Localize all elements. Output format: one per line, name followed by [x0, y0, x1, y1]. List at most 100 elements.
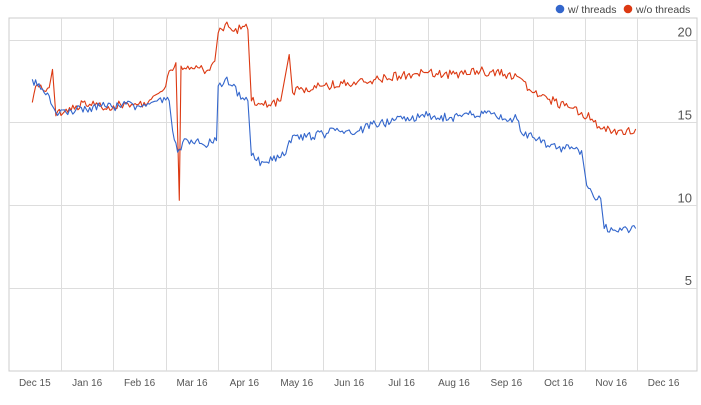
x-tick-label: Jul 16: [388, 378, 415, 389]
data-point: [177, 152, 178, 153]
series-line: [31, 21, 637, 201]
data-point: [211, 142, 212, 143]
data-point: [626, 228, 627, 229]
chart-legend[interactable]: w/ threads w/o threads: [555, 4, 691, 16]
data-point: [189, 69, 190, 70]
data-point: [233, 31, 234, 32]
data-point: [218, 85, 219, 86]
data-point: [172, 130, 173, 131]
legend-swatch: [623, 4, 633, 14]
data-point: [322, 133, 323, 134]
data-point: [163, 97, 164, 98]
x-tick-label: Dec 16: [648, 378, 680, 389]
data-point: [214, 61, 215, 62]
data-point: [473, 114, 474, 115]
data-point: [225, 24, 226, 25]
data-point: [182, 142, 183, 143]
legend-swatch: [555, 4, 565, 14]
data-point: [89, 107, 90, 108]
legend-label: w/ threads: [567, 4, 616, 16]
data-point: [593, 196, 594, 197]
x-tick-label: Sep 16: [491, 378, 523, 389]
data-point: [564, 105, 565, 106]
legend-item-w-threads[interactable]: w/ threads: [555, 4, 617, 16]
x-tick-label: Jan 16: [72, 378, 102, 389]
data-point: [295, 135, 296, 136]
data-point: [532, 137, 533, 138]
x-tick-label: Nov 16: [595, 378, 627, 389]
data-point: [197, 67, 198, 68]
data-point: [260, 104, 261, 105]
series-w-threads: [31, 76, 637, 234]
data-point: [242, 26, 243, 27]
data-point: [399, 75, 400, 76]
data-point: [151, 99, 152, 100]
data-point: [347, 82, 348, 83]
data-point: [280, 157, 281, 158]
data-point: [233, 84, 234, 85]
data-point: [138, 105, 139, 106]
data-point: [280, 100, 281, 101]
data-point: [44, 92, 45, 93]
data-point: [375, 79, 376, 80]
data-point: [289, 54, 290, 55]
data-point: [251, 100, 252, 101]
plot-frame: [8, 17, 698, 372]
data-point: [302, 89, 303, 90]
data-point: [338, 130, 339, 131]
data-point: [270, 105, 271, 106]
data-point: [522, 133, 523, 134]
x-tick-label: Apr 16: [230, 378, 260, 389]
x-tick-label: Feb 16: [124, 378, 156, 389]
data-point: [495, 115, 496, 116]
data-point: [322, 85, 323, 86]
data-point: [390, 122, 391, 123]
data-point: [206, 70, 207, 71]
data-point: [564, 148, 565, 149]
data-point: [101, 105, 102, 106]
legend-item-wo-threads[interactable]: w/o threads: [623, 4, 691, 16]
series-line: [31, 76, 637, 234]
data-point: [169, 100, 170, 101]
data-point: [427, 115, 428, 116]
data-point: [225, 79, 226, 80]
series-wo-threads: [31, 21, 637, 201]
data-point: [480, 70, 481, 71]
data-point: [407, 117, 408, 118]
data-point: [504, 74, 505, 75]
data-point: [581, 112, 582, 113]
data-point: [55, 115, 56, 116]
data-point: [618, 130, 619, 131]
data-point: [635, 128, 636, 129]
data-point: [76, 105, 77, 106]
x-tick-label: Oct 16: [544, 378, 574, 389]
data-point: [586, 185, 587, 186]
data-point: [600, 198, 601, 199]
data-point: [547, 145, 548, 146]
data-point: [247, 100, 248, 101]
data-point: [306, 137, 307, 138]
data-point: [32, 102, 33, 103]
data-point: [49, 95, 50, 96]
chart-grid: [8, 17, 698, 372]
x-tick-label: May 16: [280, 378, 313, 389]
data-point: [451, 74, 452, 75]
data-point: [66, 112, 67, 113]
data-point: [52, 69, 53, 70]
data-point: [66, 109, 67, 110]
data-point: [125, 104, 126, 105]
data-point: [256, 160, 257, 161]
x-tick-label: Jun 16: [334, 378, 364, 389]
data-point: [600, 128, 601, 129]
data-point: [218, 32, 219, 33]
data-point: [427, 72, 428, 73]
data-point: [356, 132, 357, 133]
data-point: [113, 105, 114, 106]
data-point: [272, 160, 273, 161]
data-point: [101, 107, 102, 108]
x-axis-ticks: Dec 15 Jan 16 Feb 16 Mar 16 Apr 16 May 16 Jun …: [19, 378, 680, 389]
y-tick-label: 20: [678, 25, 692, 40]
data-point: [247, 29, 248, 30]
y-tick-label: 15: [678, 107, 692, 122]
